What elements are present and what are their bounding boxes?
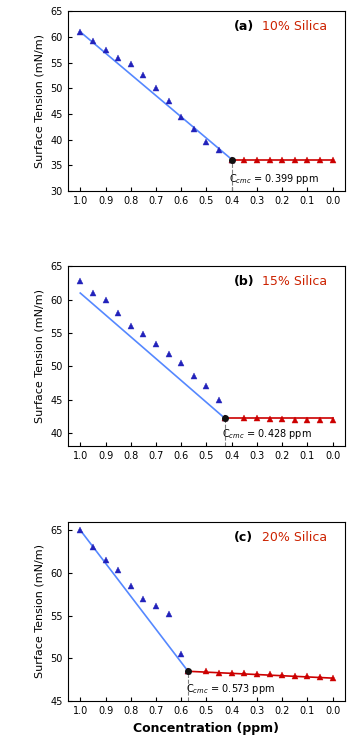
Text: (a): (a): [234, 20, 255, 33]
Text: 15% Silica: 15% Silica: [262, 275, 327, 289]
Text: C$_{cmc}$ = 0.428 ppm: C$_{cmc}$ = 0.428 ppm: [222, 427, 312, 440]
X-axis label: Concentration (ppm): Concentration (ppm): [134, 722, 279, 734]
Text: 20% Silica: 20% Silica: [262, 531, 327, 544]
Y-axis label: Surface Tension (mN/m): Surface Tension (mN/m): [35, 34, 45, 168]
Y-axis label: Surface Tension (mN/m): Surface Tension (mN/m): [35, 290, 45, 423]
Y-axis label: Surface Tension (mN/m): Surface Tension (mN/m): [35, 544, 45, 679]
Text: (c): (c): [234, 531, 253, 544]
Text: C$_{cmc}$ = 0.573 ppm: C$_{cmc}$ = 0.573 ppm: [185, 682, 274, 696]
Text: (b): (b): [234, 275, 255, 289]
Text: C$_{cmc}$ = 0.399 ppm: C$_{cmc}$ = 0.399 ppm: [230, 172, 319, 185]
Text: 10% Silica: 10% Silica: [262, 20, 327, 33]
